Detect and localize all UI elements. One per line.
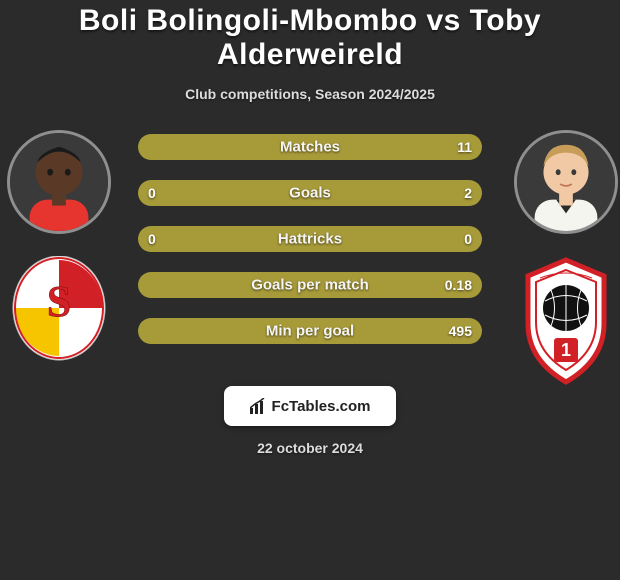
- royal-antwerp-crest-svg: 1: [516, 256, 616, 386]
- brand-badge: FcTables.com: [224, 386, 396, 426]
- stat-row: Matches11: [138, 134, 482, 160]
- stat-row: Goals per match0.18: [138, 272, 482, 298]
- content-area: S: [0, 130, 620, 344]
- page-title: Boli Bolingoli-Mbombo vs Toby Alderweire…: [0, 4, 620, 72]
- bar-value-left: 0: [148, 231, 156, 247]
- stat-row: Goals02: [138, 180, 482, 206]
- brand-label: FcTables.com: [250, 398, 371, 415]
- player-right-avatar: [514, 130, 618, 234]
- comparison-card: Boli Bolingoli-Mbombo vs Toby Alderweire…: [0, 0, 620, 580]
- stat-row: Hattricks00: [138, 226, 482, 252]
- bar-track: [138, 226, 482, 252]
- stat-bars: Matches11Goals02Hattricks00Goals per mat…: [138, 130, 482, 344]
- stat-row: Min per goal495: [138, 318, 482, 344]
- player-right-crest: 1: [516, 256, 616, 386]
- player-left-avatar: [7, 130, 111, 234]
- svg-text:1: 1: [560, 340, 570, 360]
- bar-value-right: 2: [464, 185, 472, 201]
- bar-value-left: 0: [148, 185, 156, 201]
- player-left-avatar-svg: [10, 132, 108, 232]
- player-left-crest: S: [9, 256, 109, 366]
- subtitle: Club competitions, Season 2024/2025: [0, 86, 620, 102]
- bar-value-right: 11: [457, 139, 472, 155]
- bar-track: [138, 272, 482, 298]
- right-column: 1: [513, 130, 618, 386]
- brand-text: FcTables.com: [272, 398, 371, 415]
- bar-value-right: 495: [449, 323, 472, 339]
- svg-text:S: S: [46, 277, 70, 326]
- player-right-avatar-svg: [517, 132, 615, 232]
- bar-track: [138, 318, 482, 344]
- bar-track: [138, 180, 482, 206]
- date-label: 22 october 2024: [0, 440, 620, 456]
- bar-track: [138, 134, 482, 160]
- chart-icon: [250, 398, 270, 414]
- bar-value-right: 0: [464, 231, 472, 247]
- standard-liege-crest-svg: S: [9, 256, 109, 366]
- left-column: S: [6, 130, 111, 366]
- bar-value-right: 0.18: [445, 277, 472, 293]
